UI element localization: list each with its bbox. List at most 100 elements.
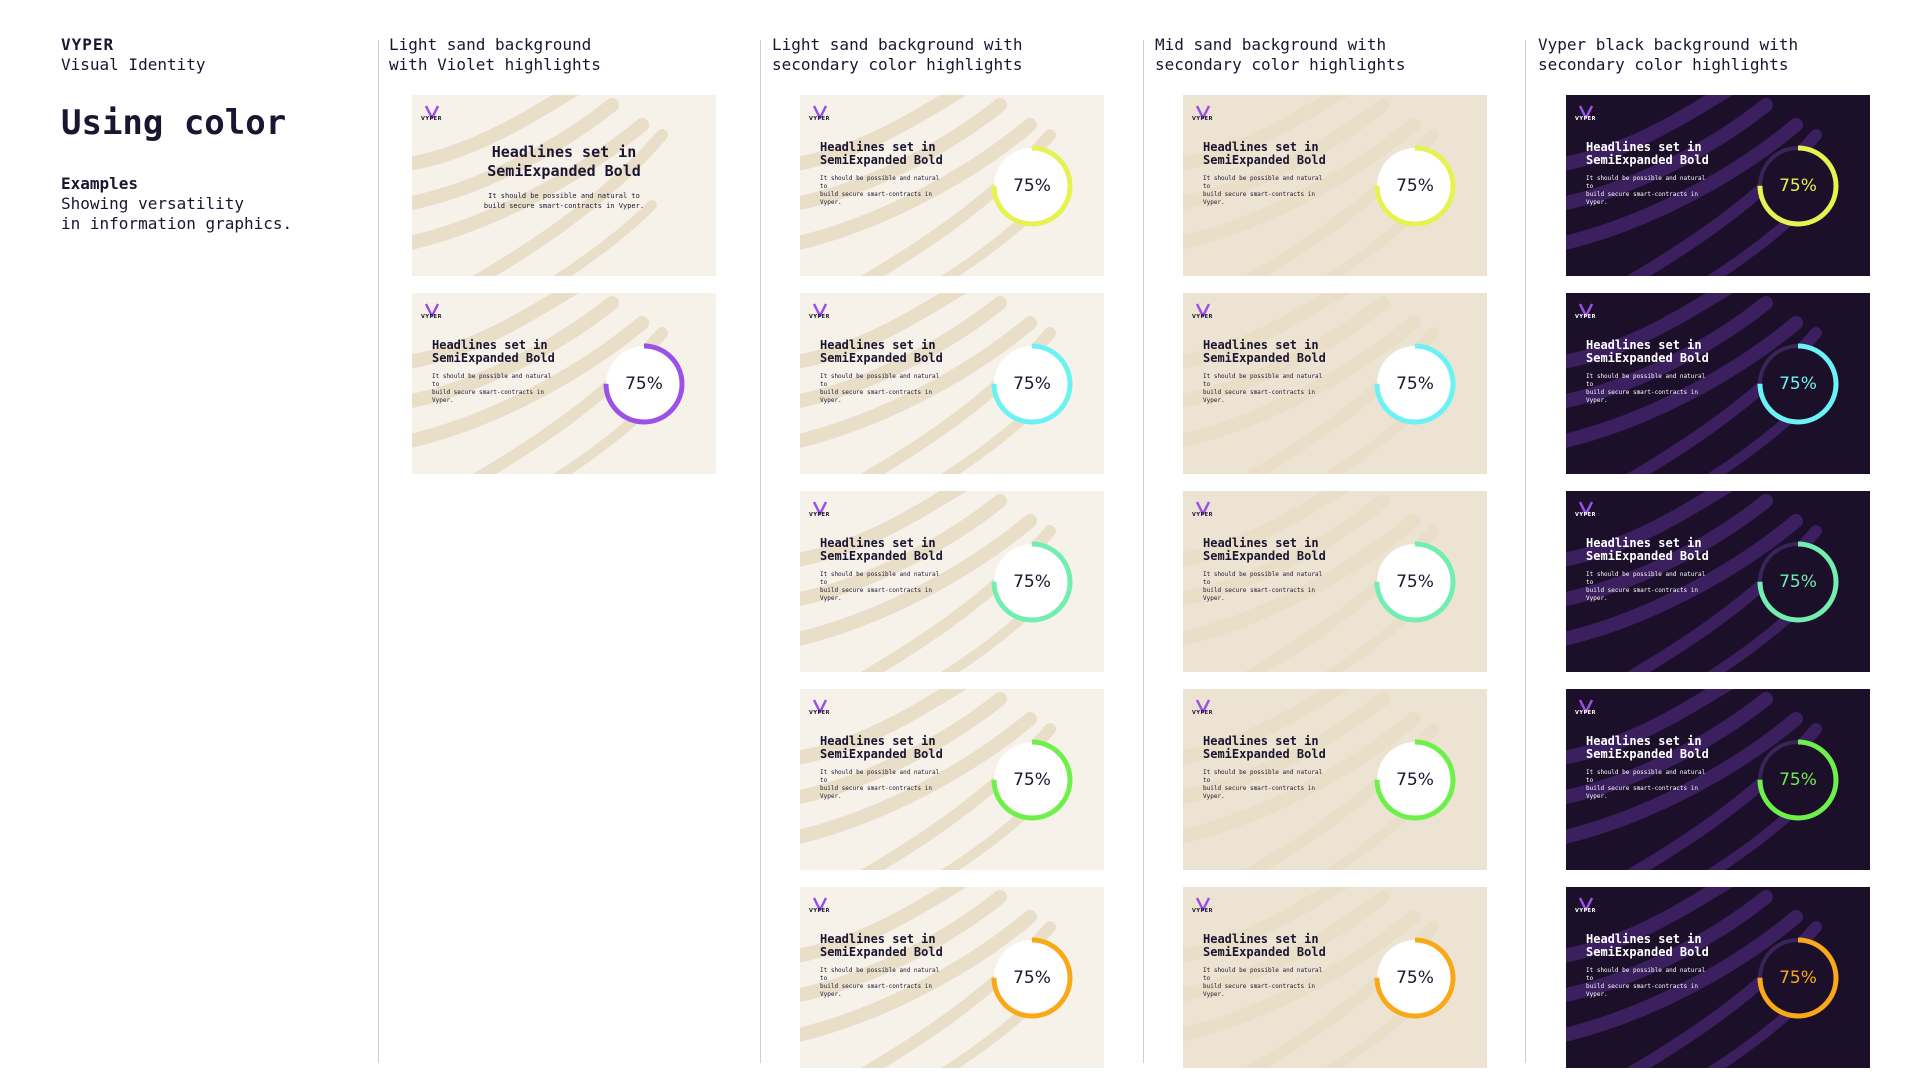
progress-ring-icon — [1373, 342, 1457, 426]
progress-ring-icon — [990, 738, 1074, 822]
card-body-text: It should be possible and natural to buil… — [820, 373, 940, 404]
card-logo-text: VYPER — [809, 314, 830, 320]
column-divider — [760, 40, 761, 1063]
card-body-text: It should be possible and natural to buil… — [1203, 769, 1323, 800]
vyper-logo-icon — [811, 104, 829, 124]
percent-label: 75% — [1779, 968, 1817, 988]
progress-ring-icon — [1756, 936, 1840, 1020]
progress-ring-icon — [990, 144, 1074, 228]
example-card-light-sand-mint: VYPER Headlines set in SemiExpanded Bold It… — [800, 491, 1104, 672]
percent-label: 75% — [1013, 176, 1051, 196]
example-card-vyper-black-cyan: VYPER Headlines set in SemiExpanded Bold It… — [1566, 293, 1870, 474]
card-headline: Headlines set in SemiExpanded Bold — [432, 338, 555, 365]
progress-ring-icon — [1756, 144, 1840, 228]
card-headline: Headlines set in SemiExpanded Bold — [1203, 734, 1326, 761]
vyper-logo-icon — [1577, 302, 1595, 322]
vyper-logo-icon — [1577, 104, 1595, 124]
example-card-light-sand-violet-ring: VYPER Headlines set in SemiExpanded Bold It… — [412, 293, 716, 474]
example-card-light-sand-yellow: VYPER Headlines set in SemiExpanded Bold It… — [800, 95, 1104, 276]
percent-label: 75% — [1779, 770, 1817, 790]
vyper-logo-icon — [1577, 896, 1595, 916]
vyper-logo-icon — [1194, 698, 1212, 718]
page-title: Using color — [61, 103, 287, 143]
card-headline: Headlines set in SemiExpanded Bold — [1203, 536, 1326, 563]
card-logo-text: VYPER — [809, 512, 830, 518]
example-card-mid-sand-mint: VYPER Headlines set in SemiExpanded Bold It… — [1183, 491, 1487, 672]
card-logo-text: VYPER — [1192, 710, 1213, 716]
percent-label: 75% — [1013, 770, 1051, 790]
card-logo-text: VYPER — [1575, 710, 1596, 716]
card-logo-text: VYPER — [1575, 908, 1596, 914]
card-headline: Headlines set in SemiExpanded Bold — [1203, 932, 1326, 959]
card-headline: Headlines set in SemiExpanded Bold — [1203, 140, 1326, 167]
card-headline: Headlines set in SemiExpanded Bold — [1586, 734, 1709, 761]
percent-label: 75% — [1779, 176, 1817, 196]
progress-ring-icon — [1373, 936, 1457, 1020]
vyper-logo-icon — [1194, 896, 1212, 916]
examples-desc-line: Showing versatility — [61, 194, 245, 213]
vyper-logo-icon — [811, 896, 829, 916]
examples-desc-line: in information graphics. — [61, 214, 293, 233]
card-body-text: It should be possible and natural to buil… — [820, 769, 940, 800]
example-card-vyper-black-orange: VYPER Headlines set in SemiExpanded Bold It… — [1566, 887, 1870, 1068]
percent-label: 75% — [625, 374, 663, 394]
percent-label: 75% — [1396, 968, 1434, 988]
card-logo-text: VYPER — [809, 908, 830, 914]
progress-ring-icon — [990, 936, 1074, 1020]
column-divider — [378, 40, 379, 1063]
card-body-text: It should be possible and natural to buil… — [1586, 571, 1706, 602]
progress-ring-icon — [1756, 540, 1840, 624]
example-card-light-sand-violet-centered: VYPER Headlines set in SemiExpanded Bold It… — [412, 95, 716, 276]
card-logo-text: VYPER — [1575, 314, 1596, 320]
card-logo-text: VYPER — [1575, 116, 1596, 122]
example-card-vyper-black-mint: VYPER Headlines set in SemiExpanded Bold It… — [1566, 491, 1870, 672]
card-headline: Headlines set in SemiExpanded Bold — [820, 734, 943, 761]
card-logo-text: VYPER — [1192, 116, 1213, 122]
percent-label: 75% — [1013, 968, 1051, 988]
percent-label: 75% — [1396, 770, 1434, 790]
examples-title: Examples — [61, 174, 139, 193]
card-body-text: It should be possible and natural to buil… — [820, 175, 940, 206]
vyper-logo-icon — [811, 500, 829, 520]
examples-description: Showing versatility in information graph… — [61, 194, 361, 234]
card-logo-text: VYPER — [809, 116, 830, 122]
example-card-mid-sand-green: VYPER Headlines set in SemiExpanded Bold It… — [1183, 689, 1487, 870]
example-card-mid-sand-orange: VYPER Headlines set in SemiExpanded Bold It… — [1183, 887, 1487, 1068]
progress-ring-icon — [1373, 738, 1457, 822]
card-headline: Headlines set in SemiExpanded Bold — [487, 143, 641, 180]
card-headline: Headlines set in SemiExpanded Bold — [820, 338, 943, 365]
card-body-text: It should be possible and natural to buil… — [483, 192, 645, 210]
vyper-logo-icon — [423, 104, 441, 124]
progress-ring-icon — [1373, 540, 1457, 624]
card-logo-text: VYPER — [1192, 314, 1213, 320]
column-divider — [1525, 40, 1526, 1063]
card-body-text: It should be possible and natural to buil… — [1203, 373, 1323, 404]
column-heading-mid-secondary: Mid sand background with secondary color … — [1155, 35, 1406, 74]
progress-ring-icon — [1756, 738, 1840, 822]
card-headline: Headlines set in SemiExpanded Bold — [820, 932, 943, 959]
column-divider — [1143, 40, 1144, 1063]
percent-label: 75% — [1779, 374, 1817, 394]
card-headline: Headlines set in SemiExpanded Bold — [1586, 338, 1709, 365]
brand-subtitle: Visual Identity — [61, 55, 206, 74]
card-body-text: It should be possible and natural to buil… — [1203, 967, 1323, 998]
example-card-light-sand-cyan: VYPER Headlines set in SemiExpanded Bold It… — [800, 293, 1104, 474]
example-card-light-sand-orange: VYPER Headlines set in SemiExpanded Bold It… — [800, 887, 1104, 1068]
progress-ring-icon — [1756, 342, 1840, 426]
card-headline: Headlines set in SemiExpanded Bold — [1586, 932, 1709, 959]
example-card-light-sand-green: VYPER Headlines set in SemiExpanded Bold It… — [800, 689, 1104, 870]
card-headline: Headlines set in SemiExpanded Bold — [1203, 338, 1326, 365]
card-body-text: It should be possible and natural to buil… — [1203, 175, 1323, 206]
vyper-logo-icon — [811, 698, 829, 718]
vyper-logo-icon — [811, 302, 829, 322]
percent-label: 75% — [1396, 572, 1434, 592]
example-card-vyper-black-green: VYPER Headlines set in SemiExpanded Bold It… — [1566, 689, 1870, 870]
card-body-text: It should be possible and natural to buil… — [820, 571, 940, 602]
example-card-mid-sand-cyan: VYPER Headlines set in SemiExpanded Bold It… — [1183, 293, 1487, 474]
card-body-text: It should be possible and natural to buil… — [1586, 373, 1706, 404]
card-logo-text: VYPER — [1192, 512, 1213, 518]
vyper-logo-icon — [1194, 302, 1212, 322]
card-body-text: It should be possible and natural to buil… — [1586, 769, 1706, 800]
percent-label: 75% — [1013, 374, 1051, 394]
progress-ring-icon — [990, 540, 1074, 624]
